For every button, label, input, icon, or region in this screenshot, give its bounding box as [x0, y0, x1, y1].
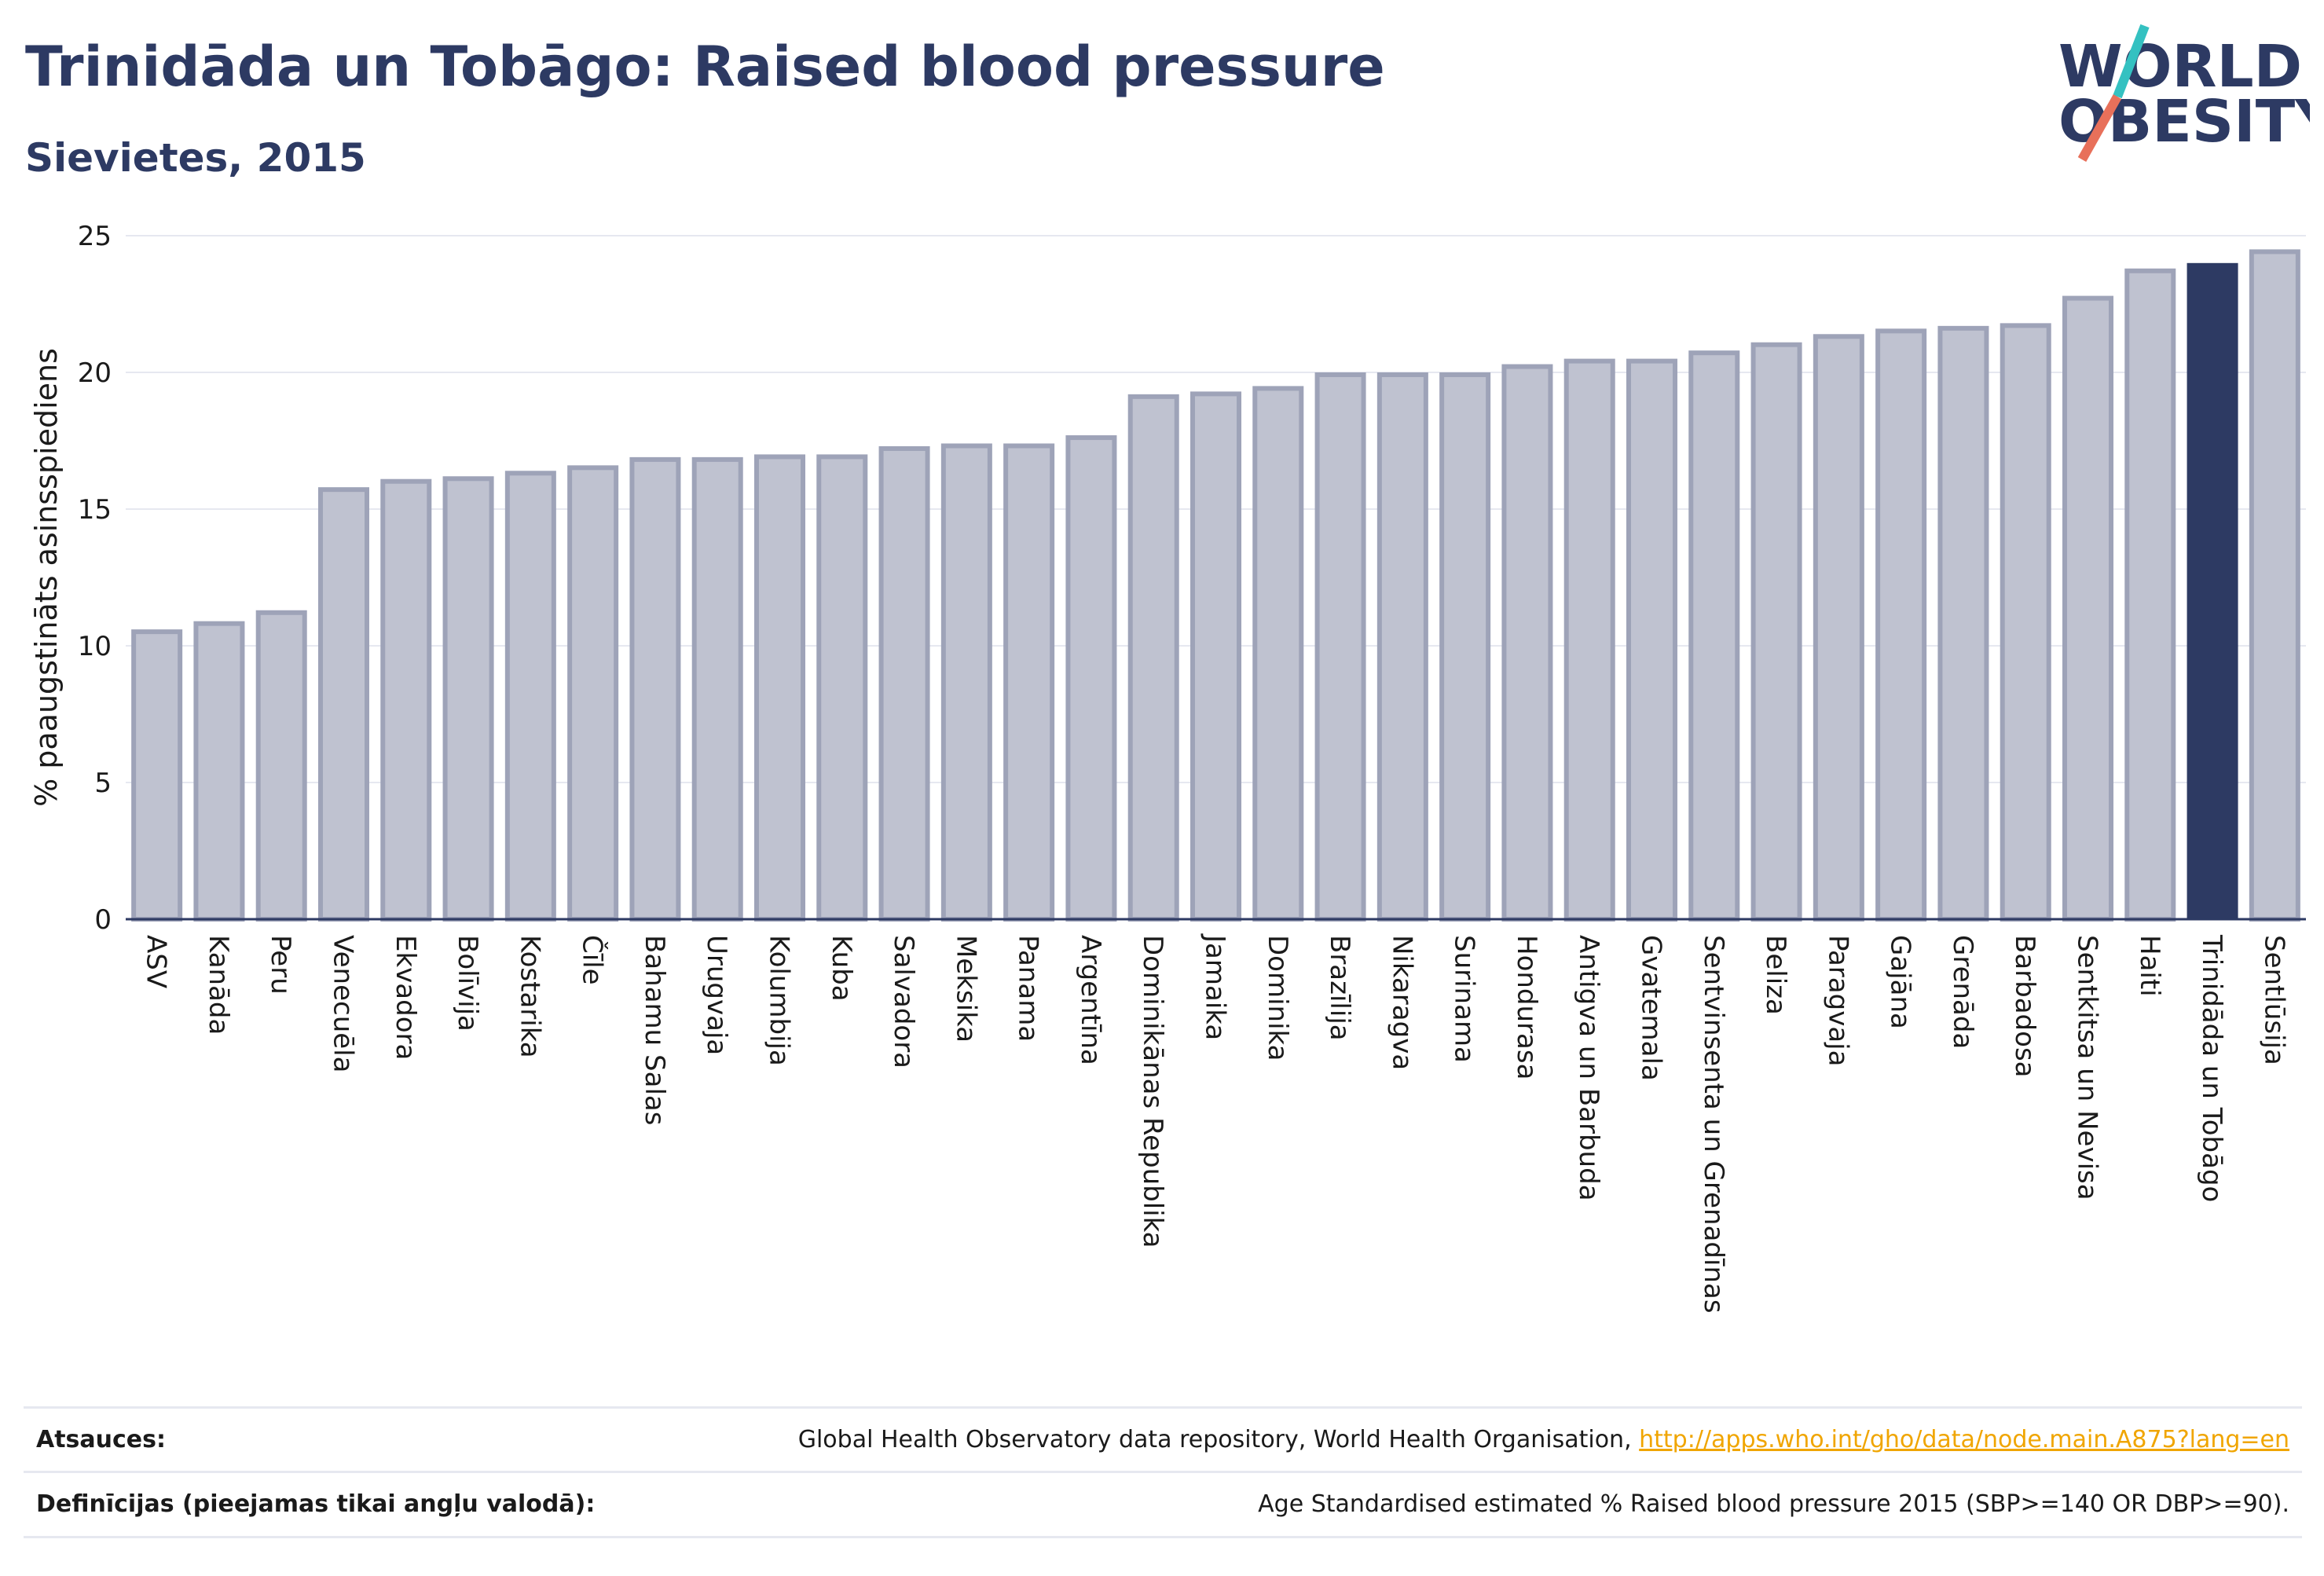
definitions-row: Definīcijas (pieejamas tikai angļu valod…: [24, 1471, 2302, 1538]
x-tick-label: Paragvaja: [1822, 935, 1853, 1066]
bar: [504, 471, 556, 922]
bar: [1314, 372, 1366, 922]
definitions-value: Age Standardised estimated % Raised bloo…: [1258, 1490, 2289, 1518]
world-obesity-logo: WORLD OBESITY: [2058, 24, 2310, 162]
bar: [131, 629, 183, 922]
bar: [1626, 358, 1678, 922]
bar: [1189, 391, 1242, 922]
bar: [2000, 323, 2051, 922]
x-tick-label: Peru: [265, 935, 296, 995]
x-tick-label: Beliza: [1760, 935, 1791, 1015]
x-tick-label: Hondurasa: [1511, 935, 1542, 1079]
sources-link[interactable]: http://apps.who.int/gho/data/node.main.A…: [1639, 1426, 2289, 1453]
bar: [567, 465, 619, 922]
x-tick-label: Čīle: [577, 935, 609, 985]
x-tick-label: Grenāda: [1947, 935, 1978, 1049]
bar: [1003, 443, 1055, 922]
x-tick-label: Kostarika: [514, 935, 545, 1058]
bar: [1065, 435, 1117, 922]
bar-highlight: [2187, 262, 2238, 919]
y-tick-label: 0: [94, 904, 112, 936]
bar: [2062, 295, 2114, 922]
bar: [940, 443, 992, 922]
bar: [255, 610, 307, 922]
x-tick-label: Haiti: [2134, 935, 2165, 997]
bar: [878, 445, 930, 922]
bar: [1875, 328, 1927, 922]
x-tick-label: ASV: [141, 935, 172, 988]
x-tick-label: Salvadora: [888, 935, 919, 1068]
bar: [1127, 394, 1179, 922]
x-tick-label: Sentvinsenta un Grenadīnas: [1698, 935, 1729, 1314]
bar: [1813, 334, 1864, 922]
bar: [691, 456, 743, 922]
bar-chart: 0 5 10 15 20 25 % paaugstināts asinsspiediens A…: [29, 221, 2306, 1314]
bar: [629, 456, 681, 922]
x-tick-label: Panama: [1013, 935, 1044, 1042]
x-tick-label: Surinama: [1449, 935, 1480, 1063]
x-tick-label: Bolīvija: [452, 935, 483, 1032]
x-tick-label: Kuba: [826, 935, 857, 1002]
x-tick-label: Urugvaja: [701, 935, 732, 1055]
x-tick-label: Bahamu Salas: [639, 935, 670, 1125]
bar: [1439, 372, 1491, 922]
x-tick-label: Brazīlija: [1324, 935, 1355, 1041]
sources-row: Atsauces: Global Health Observatory data…: [24, 1406, 2302, 1472]
bar: [1688, 350, 1740, 922]
bar: [1252, 386, 1304, 922]
x-tick-label: Gajāna: [1885, 935, 1916, 1029]
y-tick-label: 25: [78, 221, 112, 252]
x-tick-label: Kanāda: [203, 935, 234, 1035]
bar: [2249, 249, 2300, 922]
bar: [442, 476, 494, 922]
x-tick-label: Sentlūsija: [2258, 935, 2289, 1065]
x-tick-label: Nikaragva: [1386, 935, 1417, 1070]
x-tick-label: Kolumbija: [764, 935, 795, 1066]
y-tick-label: 20: [78, 357, 112, 389]
x-tick-label: Sentkitsa un Nevisa: [2072, 935, 2103, 1200]
x-tick-label: Dominikānas Republika: [1137, 935, 1168, 1248]
sources-label: Atsauces:: [36, 1426, 166, 1453]
bar: [193, 621, 245, 922]
bar: [1937, 325, 1989, 922]
bar: [2124, 268, 2176, 922]
logo-slash-top: [2113, 24, 2150, 99]
y-axis-label: % paaugstināts asinsspiediens: [29, 348, 64, 807]
definitions-label: Definīcijas (pieejamas tikai angļu valod…: [36, 1490, 596, 1518]
bar: [1750, 342, 1802, 922]
x-tick-label: Antigva un Barbuda: [1573, 935, 1604, 1201]
bar: [317, 487, 370, 922]
x-tick-label: Venecuēla: [328, 935, 359, 1072]
bar: [1563, 358, 1615, 922]
y-tick-label: 10: [78, 631, 112, 662]
logo-slash-bottom: [2077, 94, 2122, 162]
x-tick-label: Meksika: [950, 935, 981, 1043]
x-tick-label: Trinidāda un Tobāgo: [2196, 934, 2227, 1202]
bar: [380, 478, 432, 922]
y-tick-label: 5: [94, 768, 112, 799]
bar: [1501, 364, 1553, 922]
x-tick-label: Jamaika: [1200, 933, 1231, 1040]
x-tick-label: Dominika: [1262, 935, 1293, 1061]
page-title: Trinidāda un Tobāgo: Raised blood pressu…: [25, 35, 1385, 99]
bar: [816, 454, 868, 922]
x-tick-label: Gvatemala: [1636, 935, 1667, 1081]
bar: [753, 454, 806, 922]
page-subtitle: Sievietes, 2015: [25, 135, 366, 181]
bar: [1376, 372, 1428, 922]
x-tick-label: Ekvadora: [390, 935, 421, 1060]
logo-line1: WORLD: [2058, 33, 2302, 101]
x-tick-label: Barbadosa: [2009, 935, 2040, 1078]
sources-value: Global Health Observatory data repositor…: [798, 1426, 2289, 1453]
sources-text: Global Health Observatory data repositor…: [797, 1426, 1640, 1453]
y-tick-label: 15: [78, 494, 112, 526]
x-tick-label: Argentīna: [1075, 935, 1106, 1065]
